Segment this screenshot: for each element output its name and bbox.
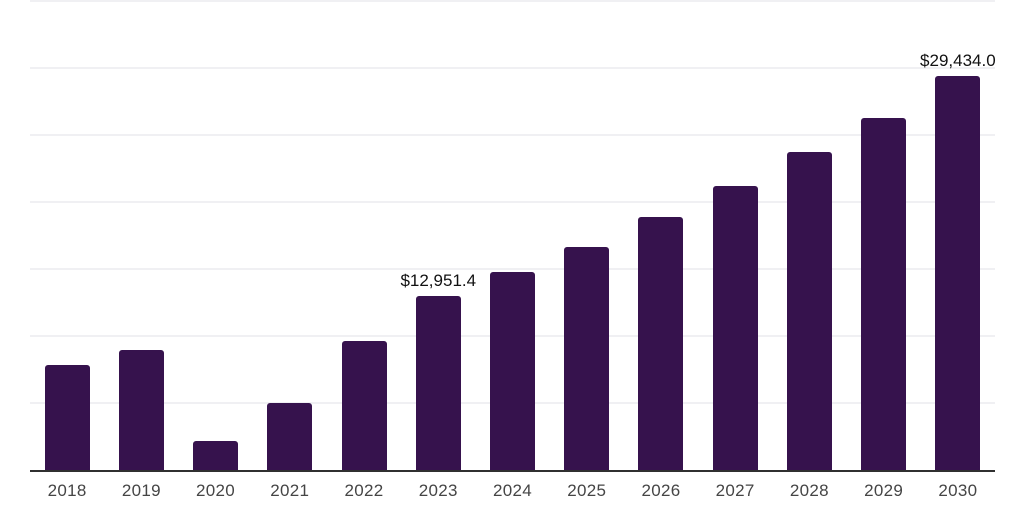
bar-2026[interactable] bbox=[638, 217, 684, 470]
x-tick-label-2028: 2028 bbox=[789, 481, 829, 500]
data-label-2030: $29,434.0 bbox=[920, 50, 996, 70]
x-tick-label-2027: 2027 bbox=[715, 481, 755, 500]
bar-2024[interactable] bbox=[490, 271, 535, 470]
x-tick-label-2021: 2021 bbox=[270, 481, 310, 500]
x-axis: 2018 2019 2020 2021 2022 2023 2024 2025 2026 2027… bbox=[30, 480, 995, 504]
x-tick-label-2026: 2026 bbox=[641, 481, 681, 500]
x-tick-label-2022: 2022 bbox=[344, 481, 384, 500]
bar-2028[interactable] bbox=[786, 152, 832, 470]
x-tick-label-2025: 2025 bbox=[567, 481, 607, 500]
plot-area: $12,951.4 $29,434.0 bbox=[30, 0, 996, 472]
bar-2025[interactable] bbox=[564, 247, 610, 470]
x-tick-label-2018: 2018 bbox=[47, 481, 87, 500]
gridline-20000 bbox=[30, 201, 995, 203]
bar-2027[interactable] bbox=[712, 186, 758, 470]
gridline-30000 bbox=[30, 67, 995, 69]
data-label-2023: $12,951.4 bbox=[400, 271, 477, 291]
gridline-15000 bbox=[30, 268, 995, 270]
x-tick-label-2023: 2023 bbox=[418, 481, 458, 500]
x-tick-label-2029: 2029 bbox=[864, 481, 904, 500]
bar-2019[interactable] bbox=[118, 350, 164, 470]
bar-2030[interactable] bbox=[935, 75, 981, 470]
x-tick-label-2030: 2030 bbox=[938, 481, 978, 500]
x-tick-label-2020: 2020 bbox=[196, 481, 236, 500]
x-tick-label-2024: 2024 bbox=[492, 481, 533, 500]
bar-2020[interactable] bbox=[193, 441, 239, 470]
bar-2029[interactable] bbox=[861, 117, 907, 470]
bar-2018[interactable] bbox=[44, 364, 90, 470]
x-tick-label-2019: 2019 bbox=[121, 481, 161, 500]
gridline-35000 bbox=[30, 0, 995, 2]
bar-2021[interactable] bbox=[267, 403, 313, 470]
gridline-25000 bbox=[30, 134, 995, 136]
bar-2022[interactable] bbox=[341, 340, 387, 470]
bar-2023[interactable] bbox=[415, 296, 461, 470]
